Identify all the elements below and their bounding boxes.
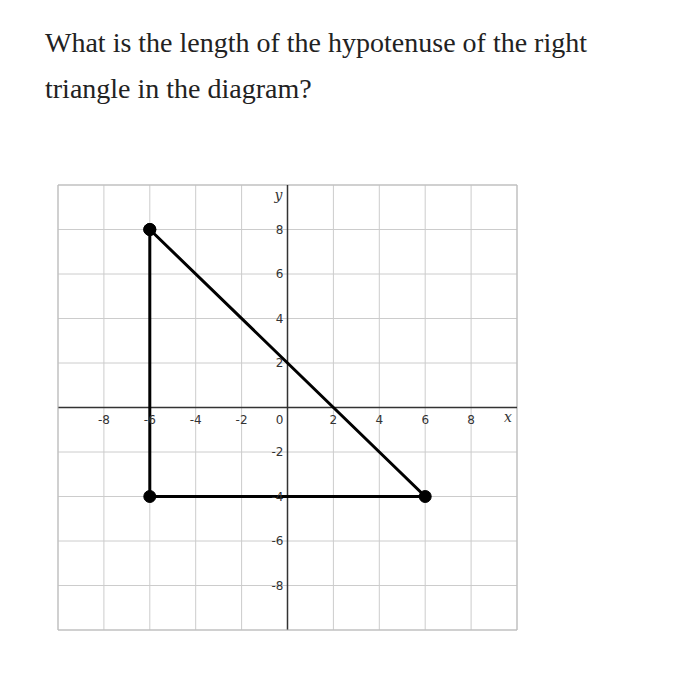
svg-text:4: 4 [276,312,284,326]
svg-text:-8: -8 [98,413,110,427]
svg-text:2: 2 [276,356,284,370]
svg-text:-6: -6 [144,413,156,427]
svg-text:2: 2 [330,413,338,427]
svg-text:-4: -4 [190,413,202,427]
svg-text:0: 0 [276,413,284,427]
html-text:What is the length of the hypo: What is the length of the hypotenuse of … [45,27,587,104]
svg-text:8: 8 [276,223,284,237]
svg-text:-2: -2 [236,413,248,427]
svg-text:-6: -6 [272,534,284,548]
svg-text:-8: -8 [272,579,284,593]
svg-text:4: 4 [375,413,383,427]
svg-text:x: x [504,409,512,425]
svg-text:y: y [274,187,284,203]
svg-text:-4: -4 [272,490,284,504]
svg-text:-2: -2 [272,445,284,459]
svg-text:6: 6 [421,413,429,427]
svg-text:8: 8 [467,413,475,427]
svg-text:6: 6 [276,267,284,281]
